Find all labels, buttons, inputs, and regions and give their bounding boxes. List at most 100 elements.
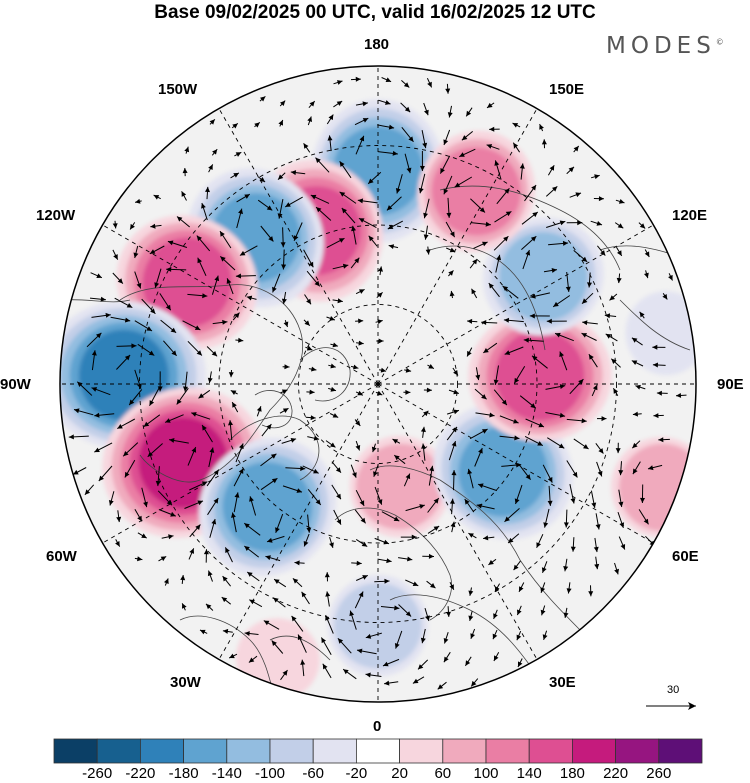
colorbar-tick-label: -220 [125, 765, 156, 782]
wind-arrow [427, 364, 435, 370]
wind-arrow [423, 198, 430, 219]
wind-arrow [300, 659, 306, 677]
wind-arrow [91, 350, 97, 371]
wind-arrow [468, 532, 477, 539]
wind-arrow [499, 435, 520, 441]
wind-arrow [354, 509, 366, 524]
wind-arrow [110, 316, 131, 323]
wind-arrow [486, 102, 495, 109]
wind-arrow [499, 415, 519, 424]
wind-arrow [124, 459, 136, 478]
wind-arrow [488, 282, 500, 298]
wind-arrow [445, 221, 456, 238]
wind-arrow [337, 637, 352, 654]
wind-arrow [467, 468, 474, 489]
wind-arrow [228, 653, 238, 659]
wind-arrow [207, 371, 213, 384]
wind-arrow [91, 387, 111, 396]
wind-arrow [604, 313, 617, 319]
wind-arrow [467, 318, 478, 324]
wind-arrow [518, 463, 531, 481]
wind-arrow [349, 610, 357, 630]
wind-arrow [581, 292, 594, 305]
wind-arrow [281, 249, 287, 270]
colorbar-tick-label: -260 [82, 765, 113, 782]
meridian-line [96, 383, 379, 547]
wind-arrow [540, 605, 546, 616]
wind-arrow [294, 560, 305, 566]
wind-arrow [303, 533, 310, 547]
wind-arrow [350, 76, 361, 82]
wind-arrow [243, 522, 261, 536]
wind-arrow [329, 413, 339, 418]
wind-arrow [404, 153, 412, 174]
anomaly-contour [142, 237, 232, 328]
wind-arrow [573, 145, 580, 153]
wind-arrow [188, 548, 195, 560]
wind-arrow [474, 447, 483, 467]
wind-arrow [84, 484, 95, 496]
wind-arrow [324, 572, 330, 582]
reference-vector-arrow [646, 702, 696, 710]
wind-arrow [164, 578, 169, 586]
wind-arrow [375, 319, 383, 325]
wind-arrow [261, 423, 272, 437]
wind-arrow [207, 497, 219, 516]
wind-arrow [259, 96, 266, 102]
wind-arrow [137, 532, 147, 539]
wind-arrow [426, 77, 433, 88]
wind-arrow [668, 273, 673, 281]
wind-arrow [614, 222, 624, 229]
wind-arrow [277, 172, 286, 180]
wind-vectors [68, 76, 687, 690]
wind-arrow [211, 148, 218, 156]
wind-arrow [590, 174, 600, 180]
wind-arrow [446, 197, 452, 218]
wind-arrow [89, 296, 106, 302]
wind-arrow [443, 632, 449, 644]
wind-arrow [569, 192, 582, 198]
wind-arrow [377, 150, 398, 156]
wind-arrow [297, 634, 307, 653]
wind-arrow [530, 292, 551, 299]
wind-arrow [635, 384, 646, 390]
wind-arrow [73, 408, 94, 416]
wind-arrow [662, 293, 668, 300]
wind-arrow [306, 389, 315, 395]
wind-arrow [542, 464, 553, 483]
wind-arrow [325, 614, 334, 634]
wind-arrow [333, 80, 343, 85]
wind-arrow [233, 468, 244, 487]
wind-arrow [141, 298, 156, 315]
wind-arrow [638, 222, 646, 229]
wind-arrow [328, 386, 337, 392]
meridian-line [377, 102, 541, 385]
modes-logo: MODES© [606, 33, 724, 59]
wind-arrow [356, 340, 364, 346]
wind-arrow [308, 366, 317, 372]
wind-arrow [176, 387, 189, 405]
latitude-circle [139, 145, 617, 623]
wind-arrow [531, 355, 548, 369]
wind-arrow [400, 534, 417, 540]
map-boundary [59, 65, 697, 703]
wind-arrow [591, 384, 598, 397]
wind-arrow [481, 320, 498, 325]
colorbar-swatch [355, 738, 400, 764]
wind-arrow [205, 186, 210, 200]
wind-arrow [246, 295, 257, 301]
wind-arrow [470, 198, 486, 213]
wind-arrow [616, 273, 622, 284]
wind-arrow [141, 487, 148, 508]
wind-arrow [587, 272, 592, 288]
wind-arrow [122, 442, 139, 457]
lon-label-60e: 60E [672, 548, 699, 565]
wind-arrow [112, 249, 119, 260]
wind-arrow [376, 292, 383, 298]
anomaly-contour [458, 426, 548, 517]
wind-arrow [427, 497, 440, 513]
meridian-line [215, 102, 379, 385]
wind-arrow [536, 533, 544, 549]
wind-arrow [404, 367, 412, 373]
meridian-line [377, 383, 541, 666]
